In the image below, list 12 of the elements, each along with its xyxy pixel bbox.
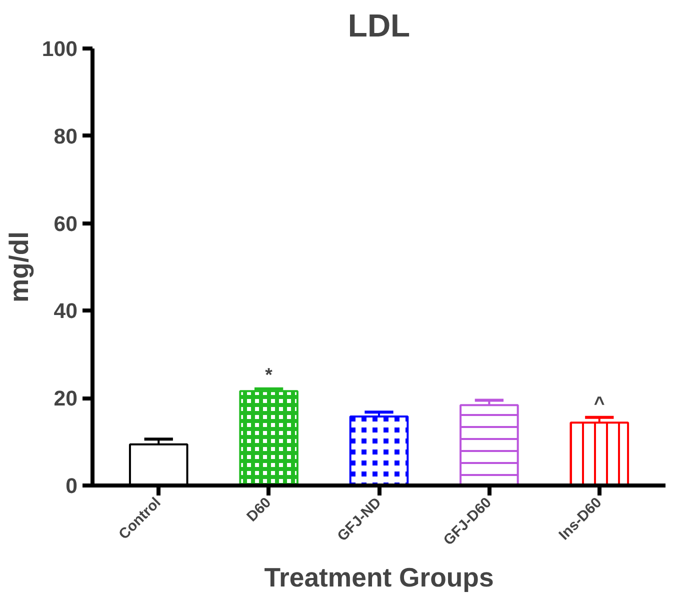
y-tick-label: 60 (54, 212, 78, 236)
y-tick-label: 100 (42, 37, 78, 61)
y-axis-title: mg/dl (4, 231, 34, 303)
chart-title: LDL (348, 8, 410, 44)
y-tick-label: 0 (66, 474, 78, 498)
y-tick-label: 80 (54, 124, 78, 148)
y-tick-label: 20 (54, 386, 78, 411)
y-tick-label: 40 (54, 299, 78, 324)
x-axis-title: Treatment Groups (264, 562, 494, 592)
annotation: ^ (594, 392, 605, 414)
x-tick-label: D60 (244, 494, 274, 526)
annotation: * (265, 364, 274, 385)
